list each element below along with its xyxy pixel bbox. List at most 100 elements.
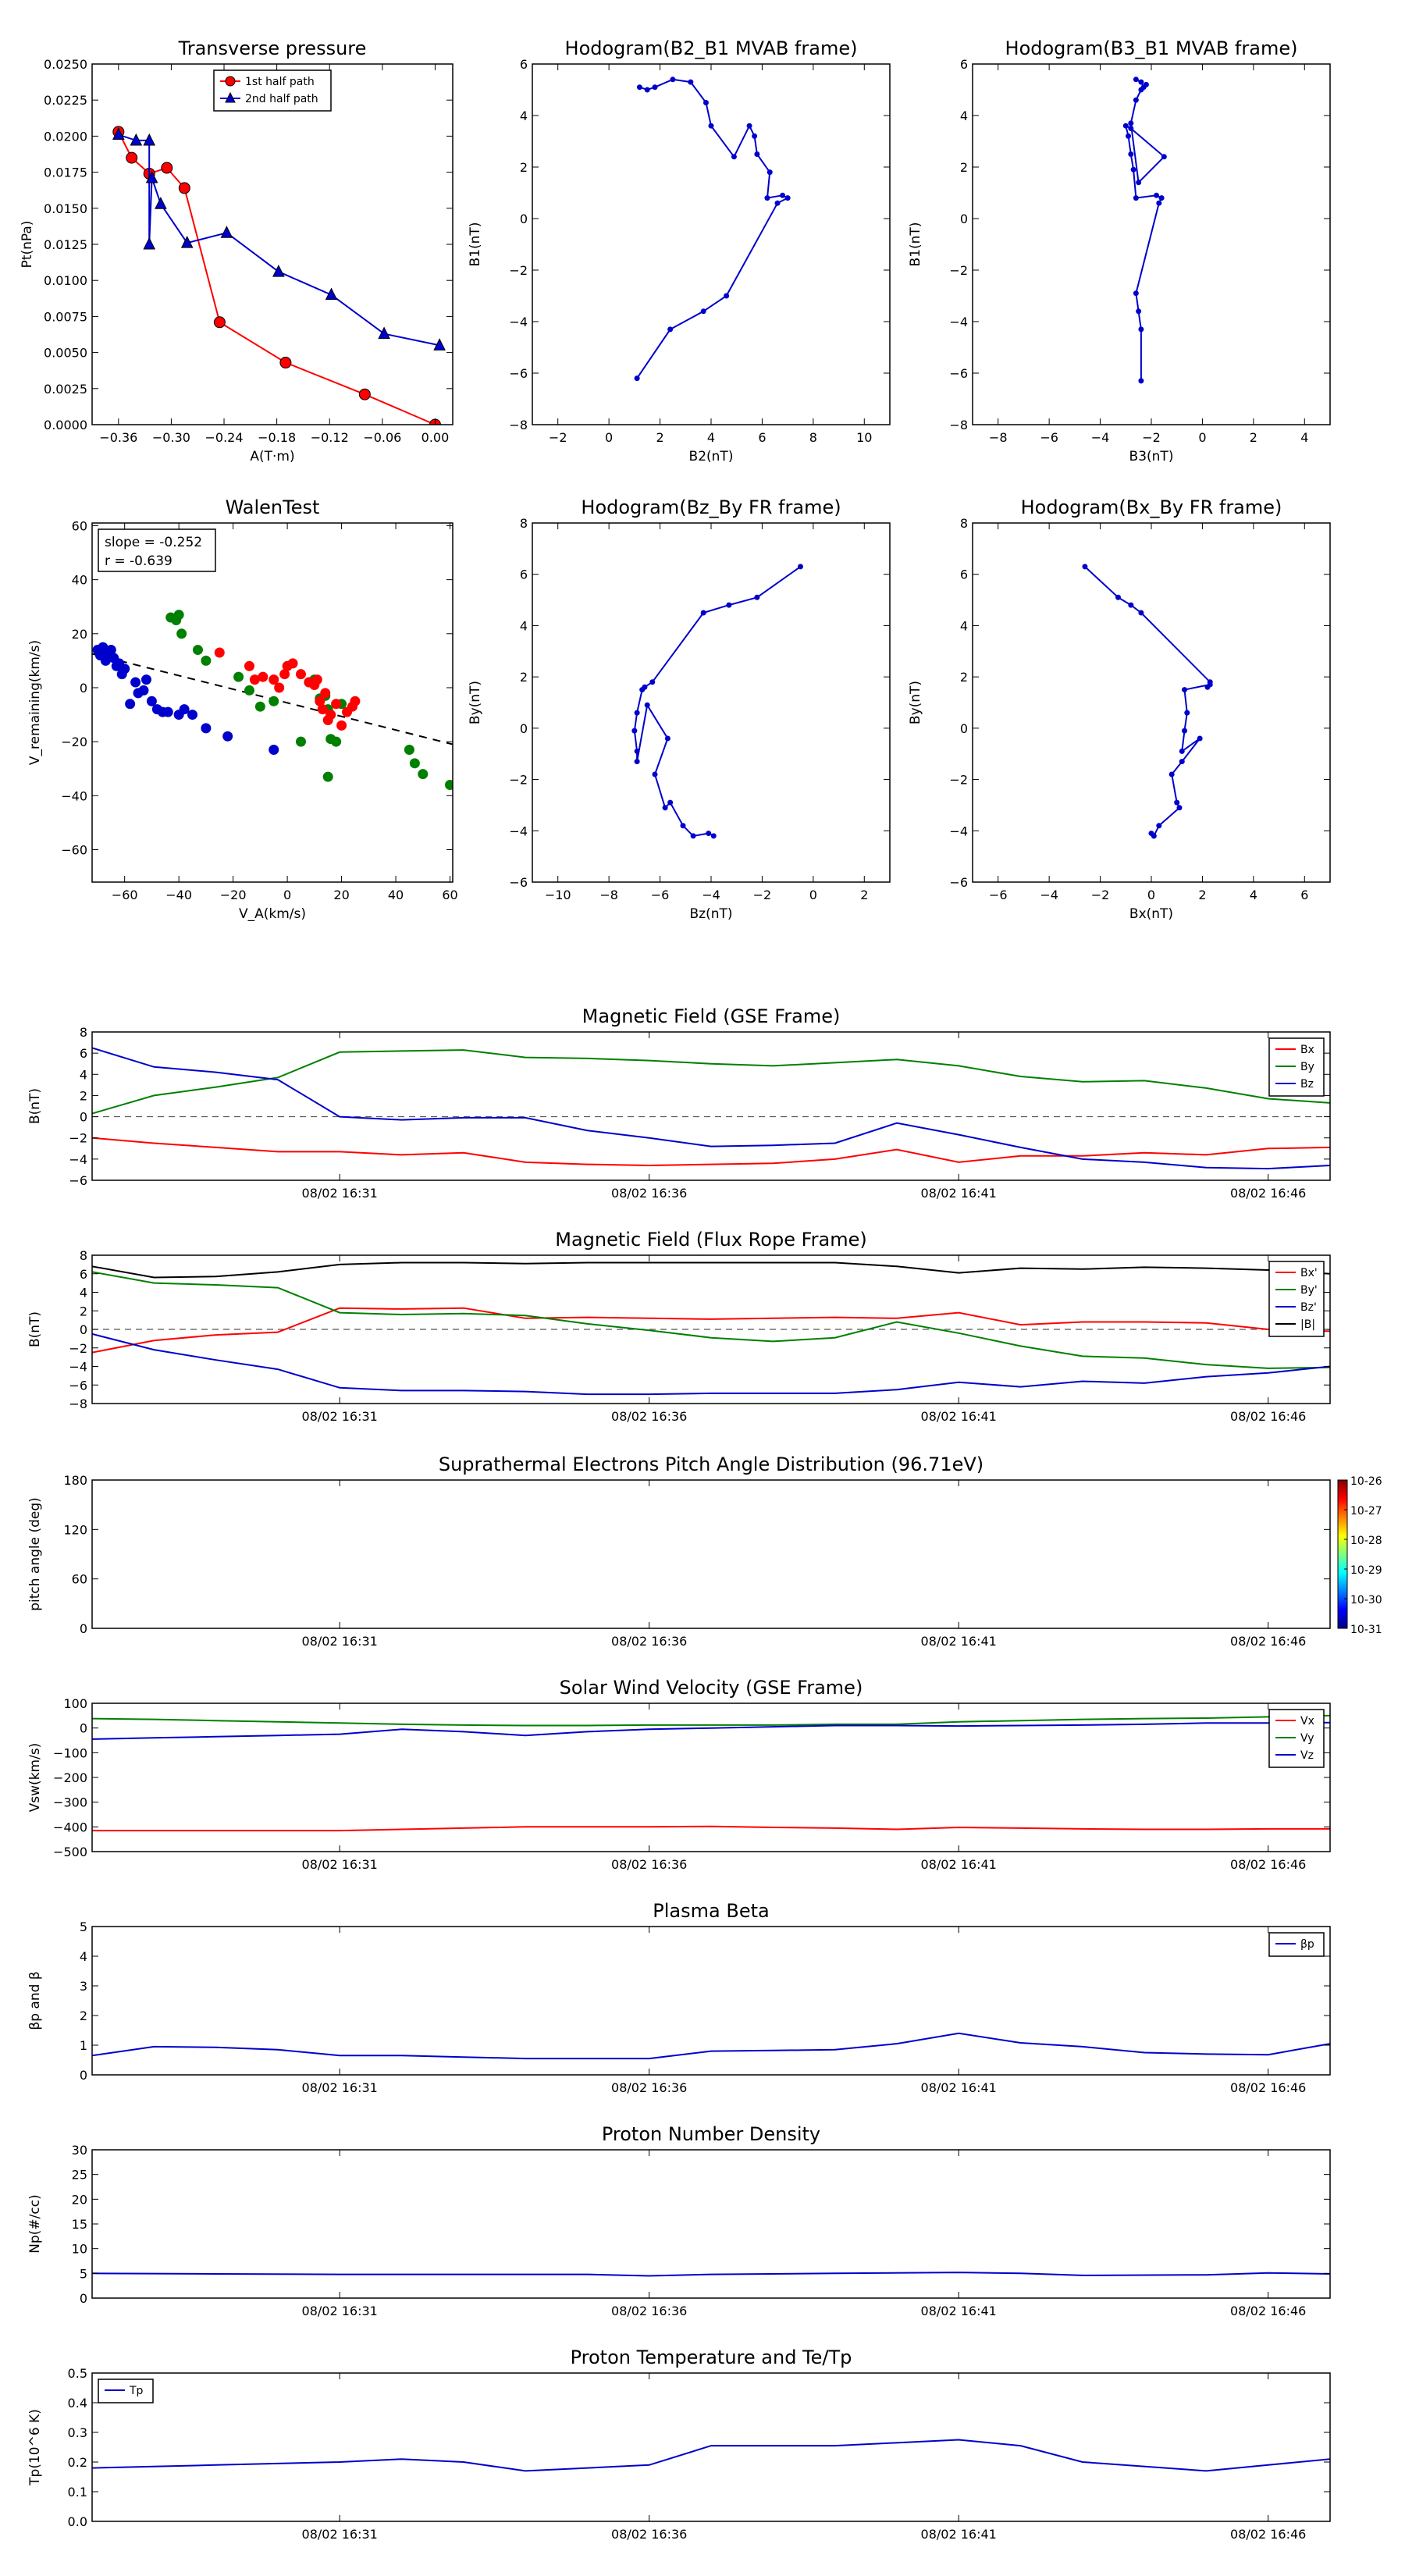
y-tick-label: 2 (80, 2008, 87, 2023)
data-point (706, 831, 712, 837)
data-point (1179, 759, 1185, 765)
colorbar-tick-label: 10-30 (1350, 1594, 1382, 1606)
data-point (1115, 594, 1121, 600)
data-point (192, 645, 203, 656)
y-tick-label: 100 (63, 1696, 87, 1711)
data-point (1182, 728, 1188, 734)
x-tick-label: 0 (283, 888, 291, 902)
y-tick-label: 180 (63, 1473, 87, 1488)
y-tick-label: 0.4 (68, 2396, 87, 2411)
data-point (1082, 564, 1088, 570)
x-tick-label: 08/02 16:41 (921, 2080, 997, 2095)
y-tick-label: 0.0000 (44, 418, 87, 432)
plot-area (1122, 76, 1167, 384)
y-tick-label: −4 (949, 315, 968, 329)
y-tick-label: 0.0050 (44, 346, 87, 361)
y-axis-label: Np(#/cc) (27, 2194, 43, 2253)
y-tick-label: −4 (69, 1360, 87, 1375)
data-point (702, 100, 709, 105)
y-tick-label: 0.0100 (44, 273, 87, 288)
y-tick-label: −4 (949, 824, 968, 838)
data-point (173, 610, 184, 621)
annotation-box (98, 528, 216, 572)
chart-hodo3: Hodogram(Bz_By FR frame) −6 −4 −2 0 2 4 6 8 −10 −8… (468, 496, 891, 922)
y-tick-label: 0.5 (68, 2366, 87, 2381)
legend-label: 2nd half path (245, 93, 318, 105)
x-tick-label: −4 (1091, 430, 1110, 445)
data-point (445, 779, 453, 790)
y-tick-label: 2 (520, 670, 528, 685)
y-tick-label: 0.3 (68, 2425, 87, 2440)
data-point (680, 823, 686, 829)
data-point (140, 674, 151, 685)
plot-area (92, 1714, 1330, 1832)
chart-title: Hodogram(Bx_By FR frame) (1021, 496, 1282, 518)
data-point (1176, 805, 1183, 811)
x-tick-label: −0.30 (152, 430, 190, 445)
colorbar-tick-label: 10-26 (1350, 1475, 1382, 1488)
y-tick-label: 0 (520, 212, 528, 226)
x-tick-label: −6 (1040, 430, 1058, 445)
chart-title: Magnetic Field (GSE Frame) (582, 1005, 841, 1027)
data-point (143, 133, 156, 146)
x-axis-label: V_A(km/s) (239, 906, 306, 922)
data-point (317, 704, 328, 715)
data-point (358, 388, 371, 400)
plot-area (92, 2439, 1330, 2472)
x-tick-label: 08/02 16:46 (1230, 1634, 1306, 1649)
y-tick-label: 2 (960, 670, 968, 685)
x-tick-label: 08/02 16:46 (1230, 1409, 1306, 1424)
data-point (644, 702, 650, 708)
data-point (331, 699, 342, 710)
data-point (636, 84, 642, 91)
data-point (1133, 76, 1139, 83)
legend-label: Bz (1300, 1078, 1314, 1091)
y-tick-label: 0.0 (68, 2514, 87, 2529)
plot-area (634, 76, 791, 382)
legend-label: Tp (129, 2385, 144, 2397)
axes-frame (91, 522, 454, 883)
y-tick-label: 6 (960, 568, 968, 582)
data-point (178, 182, 190, 194)
x-tick-label: −10 (545, 888, 571, 902)
data-point (214, 647, 225, 658)
x-tick-label: 0 (1198, 430, 1206, 445)
data-point (1133, 195, 1139, 201)
y-tick-label: 2 (80, 1304, 87, 1318)
y-tick-label: 4 (960, 618, 968, 633)
y-axis-label: B1(nT) (908, 222, 923, 267)
colorbar-tick-label: 10-28 (1350, 1535, 1382, 1547)
data-point (1133, 290, 1139, 297)
y-tick-label: 10 (72, 2242, 87, 2257)
data-point (1128, 120, 1134, 126)
y-tick-label: −500 (53, 1845, 87, 1859)
data-point (126, 151, 138, 164)
data-point (418, 769, 429, 780)
y-tick-label: 20 (72, 627, 87, 642)
y-tick-label: 6 (80, 1046, 87, 1061)
x-tick-label: 08/02 16:46 (1230, 2080, 1306, 2095)
legend-label: Bx' (1300, 1267, 1318, 1279)
y-axis-label: Vsw(km/s) (27, 1743, 43, 1813)
chart-title: Hodogram(B2_B1 MVAB frame) (565, 37, 858, 59)
data-point (1126, 133, 1132, 139)
data-point (774, 200, 781, 206)
data-point (1207, 681, 1213, 688)
colorbar (1337, 1479, 1348, 1629)
x-tick-label: 2 (1250, 430, 1257, 445)
y-tick-label: 4 (80, 1067, 87, 1082)
y-tick-label: −2 (509, 263, 528, 278)
data-point (1197, 735, 1203, 742)
y-tick-label: 6 (520, 57, 528, 72)
y-tick-label: −6 (509, 875, 528, 890)
y-tick-label: 6 (960, 57, 968, 72)
chart-hodo4: Hodogram(Bx_By FR frame) −6 −4 −2 0 2 4 6 8 −6 −4 −… (908, 496, 1331, 922)
x-tick-label: 08/02 16:36 (611, 2304, 687, 2318)
x-tick-label: 2 (1198, 888, 1206, 902)
data-point (690, 833, 696, 839)
y-axis-label: B(nT) (27, 1088, 43, 1124)
y-tick-label: −4 (509, 824, 528, 838)
plot-area (112, 126, 446, 425)
y-tick-label: −4 (69, 1152, 87, 1167)
